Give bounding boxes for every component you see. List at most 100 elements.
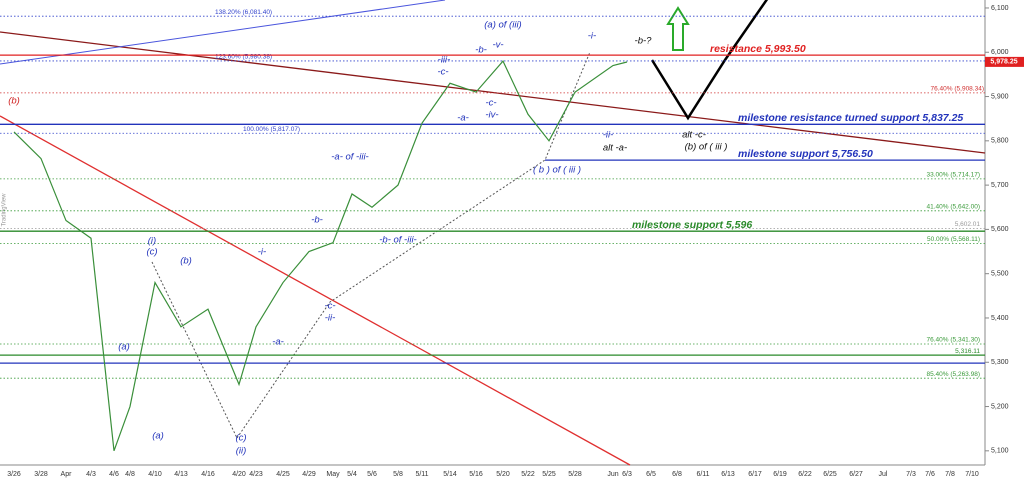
level-label: 50.00% (5,568.11) [927, 236, 980, 243]
wave-label: -c- [437, 67, 448, 78]
x-tick-label: 6/3 [622, 471, 632, 478]
x-tick-label: 5/8 [393, 471, 403, 478]
x-tick-label: 4/13 [174, 471, 188, 478]
x-tick-label: 4/16 [201, 471, 215, 478]
x-tick-label: 5/4 [347, 471, 357, 478]
x-tick-label: 3/26 [7, 471, 21, 478]
wave-label: (b) [180, 256, 192, 267]
level-label: milestone support 5,596 [632, 219, 752, 231]
x-tick-label: 6/5 [646, 471, 656, 478]
x-tick-label: 5/22 [521, 471, 535, 478]
level-label: 85.40% (5,263.98) [927, 371, 980, 378]
x-tick-label: 5/20 [496, 471, 510, 478]
wave-label: (b) [8, 96, 20, 107]
y-tick-label: 5,900 [991, 93, 1009, 100]
x-tick-label: 5/16 [469, 471, 483, 478]
x-tick-label: 6/8 [672, 471, 682, 478]
price-line [13, 60, 628, 452]
level-label: 5,316.11 [955, 348, 980, 355]
level-label: 76.40% (5,341.30) [927, 337, 980, 344]
x-tick-label: 5/28 [568, 471, 582, 478]
x-tick-label: 4/20 [232, 471, 246, 478]
wave-label: -a- of -iii- [331, 152, 368, 163]
x-tick-label: Apr [61, 471, 73, 478]
wave-connector [151, 261, 238, 439]
level-label: 41.40% (5,642.00) [927, 204, 980, 211]
x-tick-label: 4/25 [276, 471, 290, 478]
x-tick-label: 6/13 [721, 471, 735, 478]
wave-label: -i- [258, 247, 266, 258]
y-tick-label: 5,700 [991, 182, 1009, 189]
x-tick-label: 7/3 [906, 471, 916, 478]
level-label: milestone resistance turned support 5,83… [738, 112, 963, 124]
wave-label: (a) [118, 342, 130, 353]
wave-label: -v- [492, 40, 503, 51]
x-tick-label: 6/19 [773, 471, 787, 478]
wave-label: (c) [235, 433, 246, 444]
y-tick-label: 5,500 [991, 271, 1009, 278]
x-tick-label: 4/23 [249, 471, 263, 478]
x-tick-label: Jul [879, 471, 888, 478]
level-label: resistance 5,993.50 [710, 43, 806, 55]
y-tick-label: 5,800 [991, 138, 1009, 145]
wave-label: -a- [457, 113, 469, 124]
x-tick-label: 4/3 [86, 471, 96, 478]
x-tick-label: 6/17 [748, 471, 762, 478]
wave-label: ( b ) of ( iii ) [533, 165, 581, 176]
level-label: 33.00% (5,714.17) [927, 172, 980, 179]
wave-label: -iii- [438, 55, 451, 66]
wave-label: -b- [311, 215, 323, 226]
x-tick-label: 6/25 [823, 471, 837, 478]
wave-label: -b- [475, 45, 487, 56]
trend-line [0, 115, 631, 466]
wave-label: -a- [272, 337, 284, 348]
wave-label: (c) [146, 247, 157, 258]
level-label: 76.40% (5,908.34) [931, 86, 984, 93]
wave-label: (b) of ( iii ) [685, 142, 728, 153]
watermark: TradingView [2, 193, 8, 227]
x-tick-label: 4/10 [148, 471, 162, 478]
y-tick-label: 5,300 [991, 359, 1009, 366]
level-label: 100.00% (5,817.07) [243, 126, 300, 133]
wave-label: -iv- [485, 110, 498, 121]
x-tick-label: 6/27 [849, 471, 863, 478]
wave-label: (ii) [236, 446, 247, 457]
trend-line [0, 0, 446, 65]
x-tick-label: 5/14 [443, 471, 457, 478]
wave-label: alt -a- [603, 143, 627, 154]
x-tick-label: 4/29 [302, 471, 316, 478]
x-tick-label: May [326, 471, 340, 478]
x-tick-label: 5/11 [415, 471, 428, 478]
x-tick-label: Jun [607, 471, 618, 478]
x-tick-label: 7/8 [945, 471, 955, 478]
x-tick-label: 5/6 [367, 471, 377, 478]
wave-label: (a) of (iii) [484, 20, 521, 31]
x-tick-label: 7/10 [965, 471, 979, 478]
trend-line [0, 31, 986, 154]
wave-label: -i- [588, 31, 596, 42]
wave-label: alt -c- [682, 130, 706, 141]
projection-path [650, 0, 769, 121]
level-label: 5,602.01 [955, 221, 981, 228]
y-tick-label: 5,600 [991, 226, 1009, 233]
last-price-tag [985, 56, 1024, 67]
wave-label: -ii- [603, 130, 614, 141]
x-tick-label: 5/25 [542, 471, 556, 478]
wave-label: -b-? [635, 36, 653, 47]
wave-label: -b- of -iii- [379, 235, 416, 246]
x-tick-label: 6/22 [798, 471, 812, 478]
x-tick-label: 3/28 [34, 471, 48, 478]
wave-label: -ii- [325, 313, 336, 324]
y-tick-label: 6,000 [991, 49, 1009, 56]
x-tick-label: 7/6 [925, 471, 935, 478]
wave-label: -c- [324, 301, 335, 312]
y-tick-label: 5,400 [991, 315, 1009, 322]
y-tick-label: 5,100 [991, 448, 1009, 455]
wave-label: (i) [148, 236, 156, 247]
x-tick-label: 6/11 [696, 471, 709, 478]
level-label: milestone support 5,756.50 [738, 148, 873, 160]
y-tick-label: 5,200 [991, 403, 1009, 410]
level-label: 138.20% (6,081.40) [215, 9, 272, 16]
last-price-label: 5,978.25 [990, 59, 1017, 66]
